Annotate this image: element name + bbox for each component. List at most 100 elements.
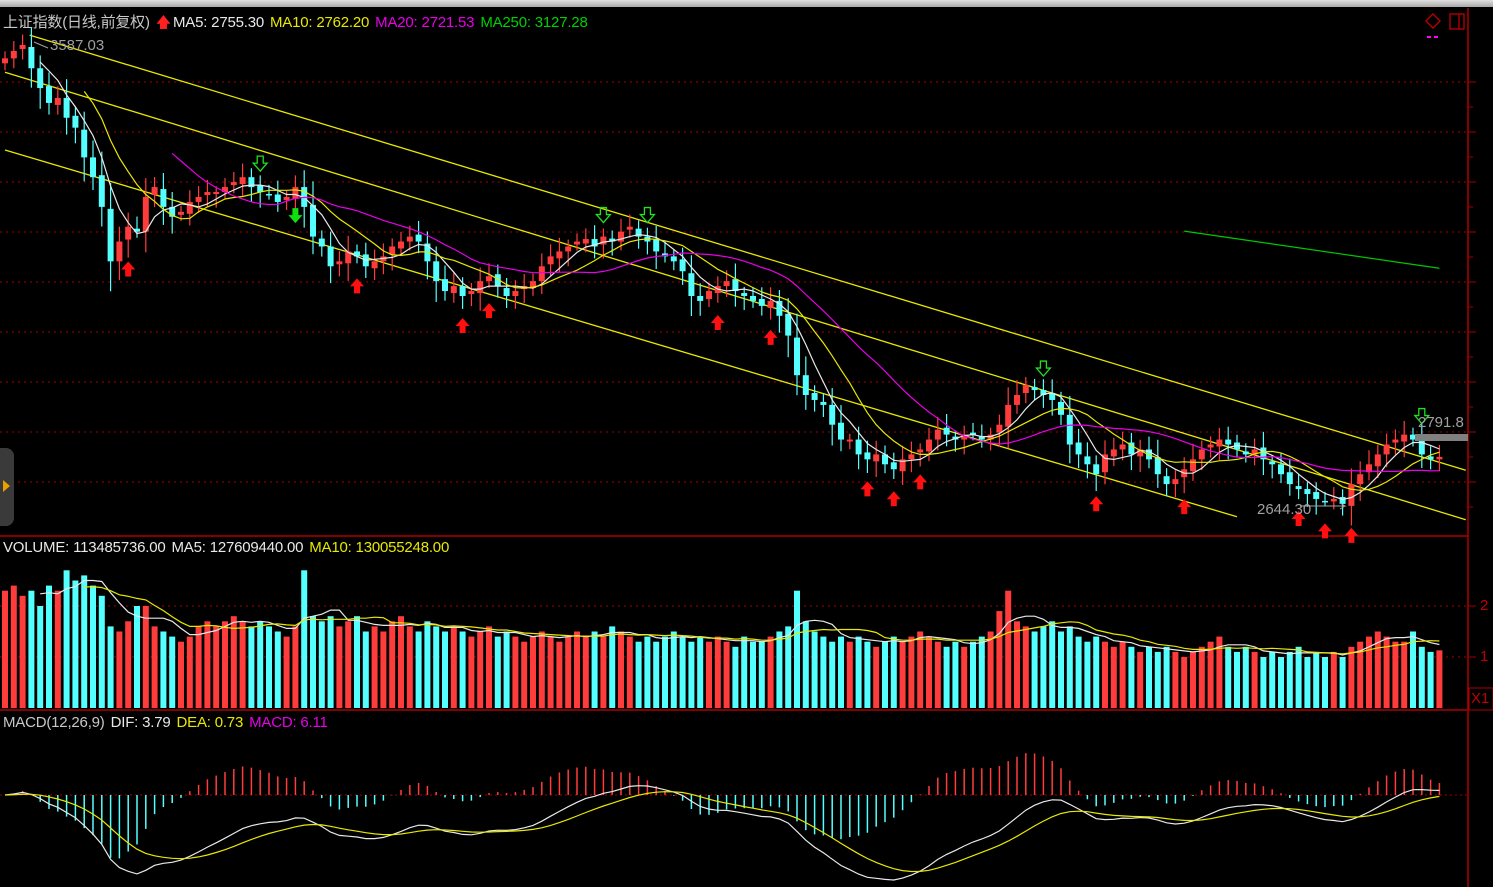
- volume-bar: [354, 616, 360, 708]
- candle-down: [1278, 464, 1284, 475]
- buy-arrow-icon: [860, 481, 875, 497]
- volume-bar: [63, 570, 70, 708]
- candle-down: [503, 288, 510, 296]
- buy-arrow-icon: [1344, 527, 1359, 543]
- volume-bar: [406, 626, 413, 708]
- diamond-icon: [1425, 13, 1441, 29]
- volume-bar: [644, 636, 651, 708]
- volume-bar: [811, 631, 818, 708]
- candle-up: [477, 281, 484, 294]
- buy-arrow-icon: [1291, 511, 1306, 527]
- volume-bar: [169, 636, 176, 708]
- candle-up: [846, 439, 853, 442]
- volume-bar: [389, 621, 396, 708]
- high-price-label: 3587.03: [50, 37, 105, 54]
- volume-bar: [54, 590, 61, 708]
- candle-up: [292, 187, 299, 199]
- volume-bar: [802, 621, 809, 708]
- ma10-value: MA10: 2762.20: [270, 14, 370, 31]
- volume-bar: [1154, 651, 1161, 708]
- candle-up: [1366, 464, 1372, 473]
- trendline: [29, 34, 1466, 471]
- volume-bar: [785, 626, 792, 708]
- candle-down: [785, 313, 792, 336]
- candle-up: [1374, 454, 1381, 467]
- volume-bar: [1084, 641, 1091, 708]
- volume-bar: [688, 641, 695, 708]
- candle-up: [512, 291, 519, 296]
- candle-up: [926, 439, 932, 452]
- volume-bar: [1146, 646, 1152, 708]
- candle-down: [1031, 387, 1038, 391]
- volume-bar: [1313, 651, 1320, 708]
- volume-bar: [37, 606, 44, 708]
- candle-up: [1172, 479, 1179, 485]
- candle-up: [345, 251, 352, 264]
- candle-up: [582, 239, 589, 244]
- volume-bar: [1366, 636, 1372, 708]
- volume-bar: [820, 636, 827, 708]
- volume-bar: [459, 631, 466, 708]
- volume-bar: [1357, 641, 1364, 708]
- candle-down: [758, 298, 765, 306]
- candle-down: [433, 261, 440, 282]
- candle-up: [468, 291, 475, 295]
- ma5-line: [39, 61, 1440, 501]
- candle-down: [1295, 486, 1302, 490]
- candle-up: [213, 192, 220, 195]
- candle-down: [134, 228, 140, 232]
- volume-bar: [1040, 626, 1047, 708]
- volume-bar: [424, 621, 431, 708]
- volume-bar: [1093, 636, 1100, 708]
- candle-down: [970, 432, 976, 435]
- volume-bar: [741, 636, 748, 708]
- candle-up: [530, 281, 536, 289]
- volume-bar: [538, 631, 545, 708]
- candle-down: [90, 157, 96, 178]
- volume-bar: [697, 636, 704, 708]
- volume-bar: [248, 626, 255, 708]
- volume-bar: [512, 636, 519, 708]
- ma5-value: MA5: 2755.30: [173, 14, 264, 31]
- candle-down: [494, 274, 501, 287]
- candle-down: [46, 86, 52, 103]
- volume-bar: [442, 631, 448, 708]
- volume-bar: [1304, 657, 1311, 708]
- volume-bar: [1014, 621, 1020, 708]
- candle-up: [1436, 456, 1443, 460]
- expand-sidebar-handle[interactable]: [0, 448, 14, 526]
- layout-icon: [1449, 13, 1465, 30]
- candle-down: [1040, 390, 1047, 395]
- candle-up: [371, 261, 378, 269]
- volume-bar: [239, 621, 246, 708]
- price-pane-header: 上证指数(日线,前复权) 🡅 MA5: 2755.30 MA10: 2762.20 MA…: [3, 11, 594, 37]
- volume-bar: [142, 606, 149, 708]
- sell-arrow-icon: [1413, 407, 1431, 425]
- candle-down: [169, 206, 176, 217]
- candle-up: [204, 192, 211, 195]
- volume-bar: [556, 641, 563, 708]
- volume-bar: [274, 631, 281, 708]
- volume-bar: [662, 636, 668, 708]
- volume-bar: [28, 590, 35, 708]
- dif-line: [4, 785, 1440, 881]
- volume-bar: [468, 636, 475, 708]
- buy-arrow-icon: [710, 315, 725, 331]
- volume-bar: [679, 636, 686, 708]
- volume-bar: [283, 636, 290, 708]
- ma250-value: MA250: 3127.28: [480, 14, 588, 31]
- volume-bar: [90, 585, 96, 708]
- volume-bar: [125, 621, 132, 708]
- candle-down: [653, 239, 660, 252]
- candle-up: [486, 276, 492, 282]
- candle-up: [1392, 439, 1399, 443]
- volume-bar: [970, 641, 976, 708]
- volume-bar: [1295, 646, 1302, 708]
- volume-bar: [1119, 641, 1126, 708]
- volume-bar: [917, 631, 924, 708]
- volume-bar: [723, 641, 730, 708]
- volume-bar: [257, 621, 264, 708]
- volume-bar: [653, 641, 660, 708]
- candle-down: [266, 194, 272, 196]
